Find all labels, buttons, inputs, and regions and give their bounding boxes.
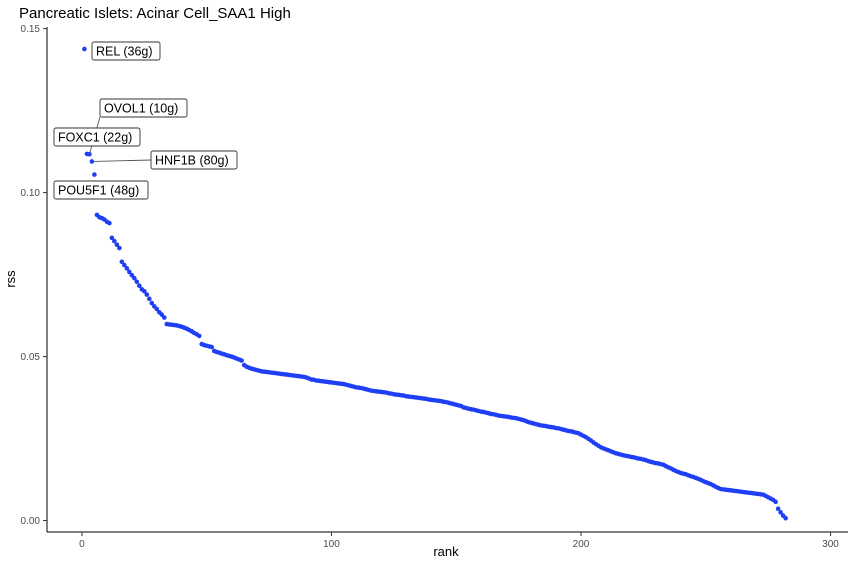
annotation-box <box>91 41 161 61</box>
annotation-label: FOXC1 (22g) <box>58 131 132 145</box>
x-tick-label: 0 <box>79 539 85 550</box>
annotation-label: REL (36g) <box>96 45 153 59</box>
data-point <box>92 172 97 177</box>
data-point <box>119 259 125 265</box>
data-point <box>124 266 130 271</box>
data-point <box>144 292 150 297</box>
x-axis-title: rank <box>433 544 459 559</box>
data-point <box>775 506 781 512</box>
y-tick-label: 0.15 <box>21 24 41 35</box>
y-tick-label: 0.05 <box>21 352 41 363</box>
data-point <box>149 300 155 306</box>
annotation-box <box>99 98 188 118</box>
data-point <box>82 46 87 52</box>
data-point <box>132 275 137 281</box>
annotation-label: POU5F1 (48g) <box>58 184 139 198</box>
annotation-label: OVOL1 (10g) <box>104 102 178 116</box>
data-point <box>778 510 783 515</box>
x-tick-label: 100 <box>323 539 340 550</box>
data-point <box>239 358 244 363</box>
data-point <box>117 245 122 251</box>
data-point <box>137 283 142 289</box>
data-point <box>107 220 112 226</box>
x-tick-label: 200 <box>573 539 590 550</box>
data-point <box>161 315 167 320</box>
y-axis-title: rss <box>3 270 18 288</box>
data-point <box>134 279 140 285</box>
y-tick-label: 0.00 <box>21 516 41 527</box>
annotation-box <box>53 127 141 147</box>
data-point <box>783 515 788 521</box>
data-point <box>109 235 115 241</box>
y-tick-label: 0.10 <box>21 188 41 199</box>
x-tick-label: 300 <box>822 539 839 550</box>
data-point <box>112 238 117 244</box>
data-point <box>127 269 132 275</box>
data-point <box>122 262 127 268</box>
annotation-label: HNF1B (80g) <box>155 154 229 168</box>
x-axis-ticks: 0 100 200 300 <box>79 532 839 550</box>
y-axis-ticks: 0.00 0.05 0.10 0.15 <box>21 24 47 527</box>
data-point <box>147 296 152 302</box>
data-point <box>89 159 95 164</box>
data-point <box>114 242 120 248</box>
data-point <box>196 333 202 339</box>
point-annotations: REL (36g) OVOL1 (10g) FOXC1 (22g) HNF1B (80… <box>53 41 238 200</box>
data-points <box>82 46 788 521</box>
data-point <box>154 306 160 312</box>
chart-title: Pancreatic Islets: Acinar Cell_SAA1 High <box>19 5 291 22</box>
data-point <box>773 499 778 505</box>
annotation-leader <box>94 159 152 162</box>
data-point <box>142 289 147 294</box>
annotation-box <box>53 180 149 200</box>
annotation-box <box>150 150 238 170</box>
data-point <box>209 344 214 350</box>
